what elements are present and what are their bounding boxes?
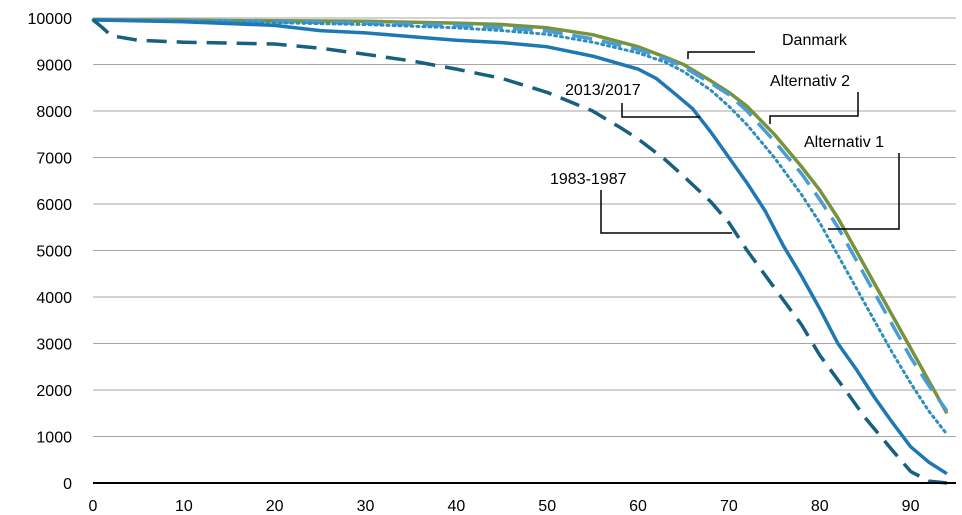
y-tick-label-9000: 9000 bbox=[36, 58, 72, 75]
series-line-2013-2017 bbox=[92, 18, 948, 476]
series-line-alternativ-1 bbox=[91, 18, 949, 436]
y-tick-label-5000: 5000 bbox=[36, 244, 72, 261]
x-tick-label-90: 90 bbox=[902, 498, 920, 515]
y-axis-tick-labels: 0 1000 2000 3000 4000 5000 6000 7000 8000 9000 100… bbox=[28, 11, 73, 493]
x-tick-label-60: 60 bbox=[629, 498, 647, 515]
alternativ-2-label: Alternativ 2 bbox=[770, 73, 850, 90]
series-labels: Danmark Alternativ 2 Alternativ 1 2013/2… bbox=[550, 32, 900, 234]
x-tick-label-30: 30 bbox=[357, 498, 375, 515]
y-tick-label-10000: 10000 bbox=[28, 11, 73, 28]
x-tick-label-70: 70 bbox=[720, 498, 738, 515]
y-tick-label-0: 0 bbox=[63, 476, 72, 493]
y-tick-label-7000: 7000 bbox=[36, 151, 72, 168]
y-tick-label-6000: 6000 bbox=[36, 197, 72, 214]
x-tick-label-80: 80 bbox=[811, 498, 829, 515]
1983-1987-label-leader bbox=[600, 190, 732, 234]
danmark-label-leader bbox=[687, 51, 755, 59]
series-line-danmark bbox=[92, 18, 949, 415]
gridlines bbox=[93, 17, 956, 437]
x-axis-tick-labels: 0 10 20 30 40 50 60 70 80 90 bbox=[89, 498, 920, 515]
x-tick-label-0: 0 bbox=[89, 498, 98, 515]
y-tick-label-8000: 8000 bbox=[36, 104, 72, 121]
series-line-1983-1987 bbox=[91, 18, 948, 485]
alternativ-2-label-leader bbox=[769, 92, 859, 124]
x-tick-label-10: 10 bbox=[175, 498, 193, 515]
series-line-alternativ-2 bbox=[92, 18, 949, 412]
y-tick-label-4000: 4000 bbox=[36, 290, 72, 307]
y-tick-label-3000: 3000 bbox=[36, 337, 72, 354]
alternativ-1-label: Alternativ 1 bbox=[804, 134, 884, 151]
alternativ-1-label-leader bbox=[828, 153, 900, 230]
2013-2017-label: 2013/2017 bbox=[565, 82, 641, 99]
y-tick-label-2000: 2000 bbox=[36, 383, 72, 400]
y-tick-label-1000: 1000 bbox=[36, 430, 72, 447]
danmark-label: Danmark bbox=[782, 32, 848, 49]
series-lines bbox=[91, 18, 949, 485]
1983-1987-label: 1983-1987 bbox=[550, 171, 627, 188]
x-tick-label-40: 40 bbox=[447, 498, 465, 515]
2013-2017-label-leader bbox=[621, 103, 700, 118]
x-tick-label-20: 20 bbox=[266, 498, 284, 515]
x-tick-label-50: 50 bbox=[538, 498, 556, 515]
